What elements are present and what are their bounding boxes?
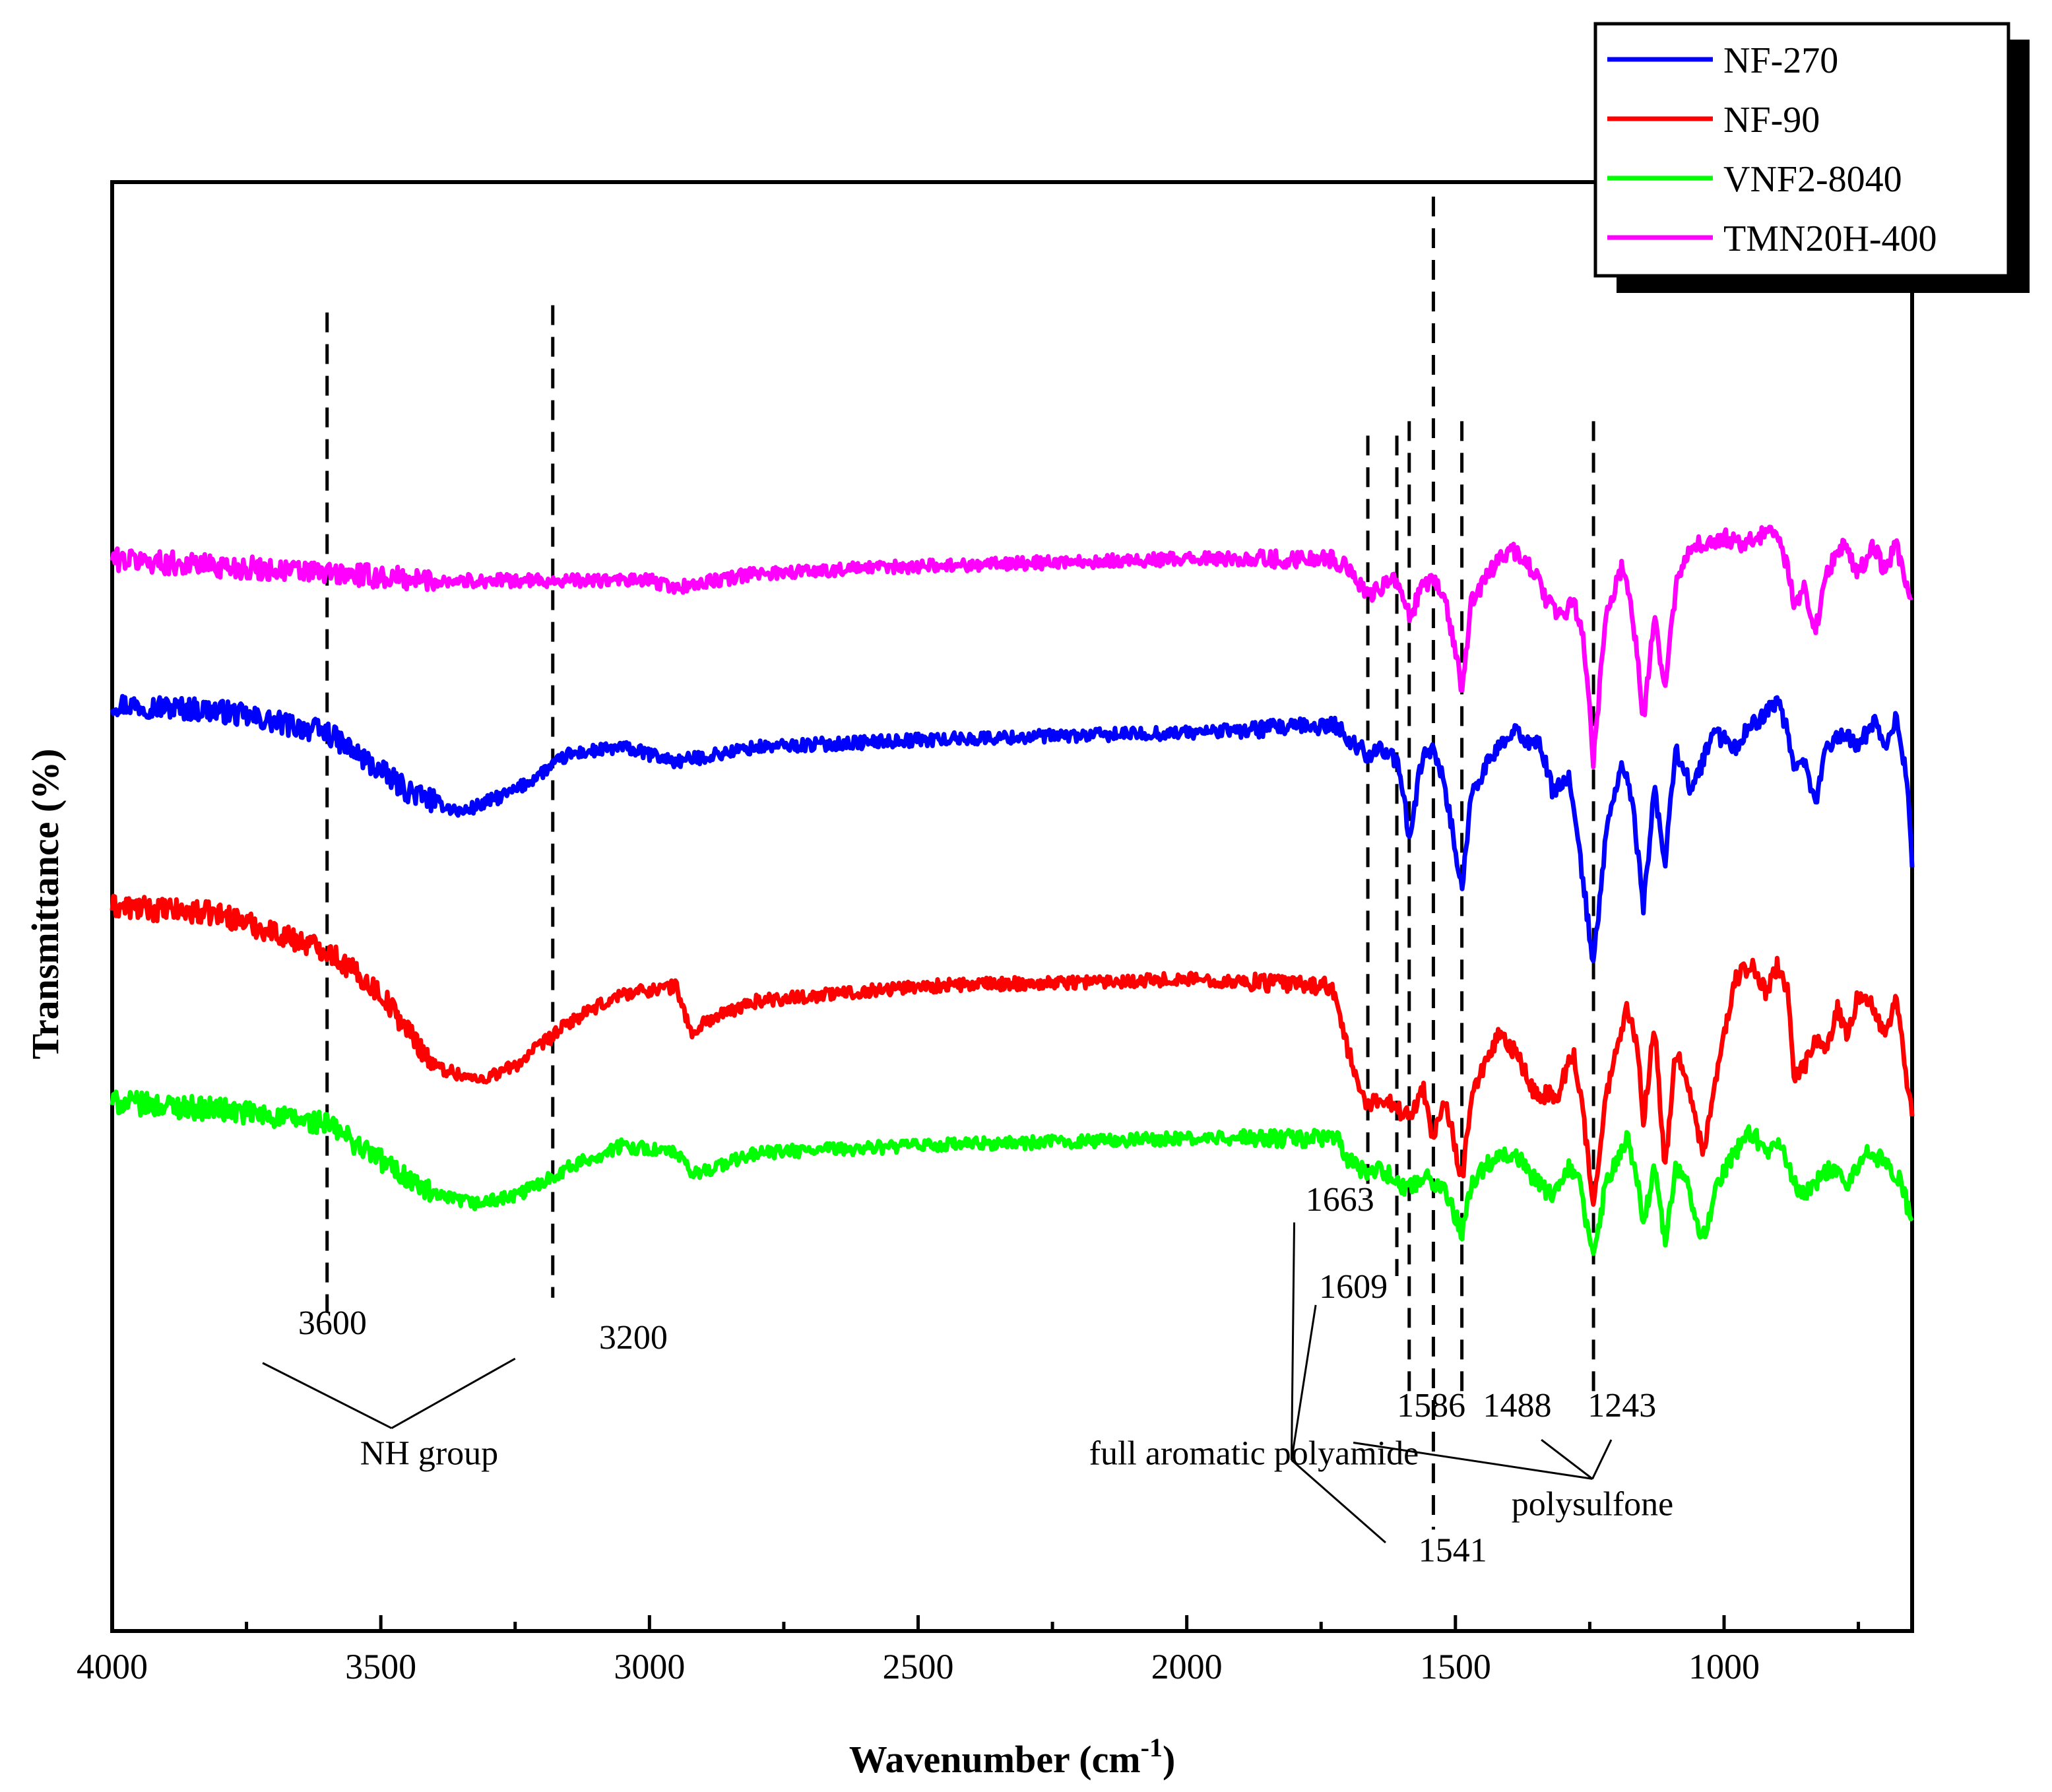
x-axis: 4000 3500 3000 2500 2000 1500 1000 <box>77 1615 1861 1686</box>
leader-line <box>262 1362 393 1429</box>
legend-label: NF-270 <box>1723 40 1838 81</box>
leader-line <box>391 1357 516 1429</box>
series-line-tmn20h-400 <box>110 525 1913 769</box>
leader-line <box>1290 1304 1317 1461</box>
annotations: 3600 3200 NH group full aromatic polyamide 1… <box>298 1181 1673 1569</box>
x-tick-label: 2000 <box>1151 1647 1223 1686</box>
x-axis-title: Wavenumber (cm-1) <box>849 1733 1176 1781</box>
legend-label: VNF2-8040 <box>1723 159 1902 200</box>
leader-line <box>1541 1438 1593 1480</box>
leader-line <box>1353 1442 1593 1480</box>
x-tick-label: 2500 <box>882 1647 953 1686</box>
legend: NF-270 NF-90 VNF2-8040 TMN20H-400 <box>1593 22 2030 293</box>
x-tick-label: 1000 <box>1688 1647 1760 1686</box>
annotation-label: polysulfone <box>1512 1485 1674 1523</box>
leader-line <box>1290 1222 1296 1460</box>
legend-label: NF-90 <box>1723 100 1820 141</box>
annotation-label: 3600 <box>298 1304 367 1342</box>
x-axis-title-superscript: -1 <box>1141 1733 1163 1762</box>
leader-line <box>1591 1439 1613 1480</box>
annotation-label: NH group <box>360 1434 498 1472</box>
annotation-label: 1243 <box>1587 1387 1656 1424</box>
x-tick-label: 4000 <box>77 1647 148 1686</box>
x-tick-label: 1500 <box>1420 1647 1491 1686</box>
series-line-nf-90 <box>110 893 1915 1207</box>
legend-label: TMN20H-400 <box>1723 218 1937 259</box>
leader-line <box>1291 1459 1386 1544</box>
y-axis-title: Transmittance (%) <box>24 749 67 1060</box>
series-line-nf-270 <box>110 693 1915 963</box>
annotation-label: 1586 <box>1397 1387 1465 1424</box>
annotation-label: 3200 <box>599 1319 668 1357</box>
annotation-label: 1488 <box>1483 1387 1551 1424</box>
annotation-label: 1609 <box>1319 1268 1388 1306</box>
annotation-label: full aromatic polyamide <box>1089 1434 1419 1472</box>
x-tick-label: 3000 <box>614 1647 685 1686</box>
series-line-vnf2-8040 <box>110 1089 1914 1256</box>
x-axis-title-main: Wavenumber (cm <box>849 1738 1141 1781</box>
leader-lines <box>262 1222 1613 1544</box>
reference-lines <box>325 196 1595 1530</box>
series-layer <box>110 525 1915 1256</box>
annotation-label: 1541 <box>1419 1532 1487 1570</box>
annotation-label: 1663 <box>1306 1181 1374 1219</box>
legend-box <box>1593 22 2010 278</box>
x-tick-label: 3500 <box>345 1647 416 1686</box>
x-axis-title-close: ) <box>1163 1738 1175 1781</box>
